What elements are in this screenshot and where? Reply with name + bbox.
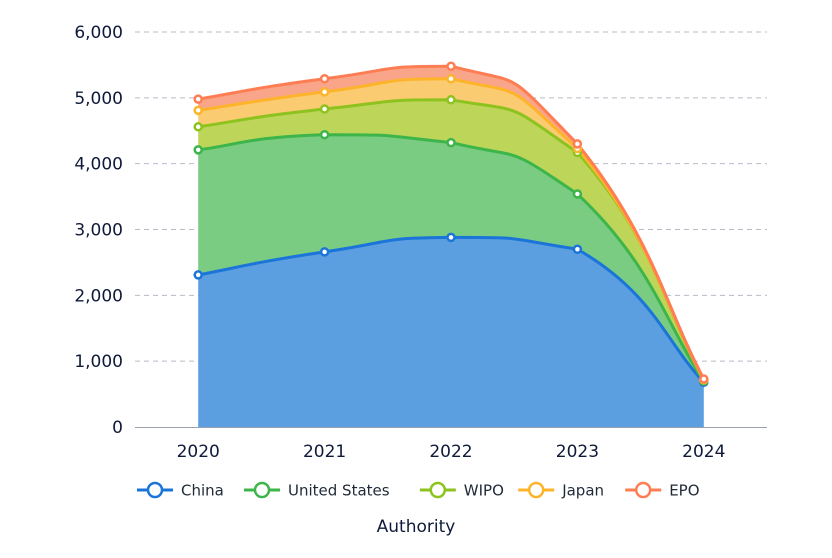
legend-label: WIPO — [464, 482, 504, 500]
x-tick-label: 2024 — [682, 442, 725, 462]
area-fills — [198, 66, 704, 427]
y-tick-label: 6,000 — [74, 23, 123, 43]
area-wipo — [198, 99, 704, 381]
y-tick-label: 3,000 — [74, 221, 123, 241]
point-united-states-2023[interactable] — [572, 189, 583, 199]
area-china — [198, 237, 704, 427]
x-tick-label: 2021 — [303, 442, 346, 462]
point-united-states-2021[interactable] — [319, 129, 330, 140]
y-tick-label: 5,000 — [74, 89, 123, 109]
line-united-states — [198, 133, 706, 382]
point-china-2022[interactable] — [446, 232, 456, 243]
legend-label: Japan — [561, 482, 604, 500]
axes: 0 1,000 2,000 3,000 4,000 5,000 6,000 2020 2021 2… — [74, 23, 767, 462]
line-epo — [197, 64, 706, 380]
series-lines — [197, 64, 706, 384]
legend-marker-icon — [527, 481, 545, 499]
area-japan — [198, 78, 704, 381]
point-japan-2022[interactable] — [446, 73, 456, 84]
point-epo-2023[interactable] — [572, 139, 583, 149]
legend-label: China — [181, 482, 224, 500]
point-wipo-2022[interactable] — [446, 95, 456, 105]
point-japan-2020[interactable] — [193, 105, 203, 116]
legend-marker-icon — [253, 481, 271, 499]
y-tick-label: 1,000 — [74, 352, 123, 372]
legend: China United States WIPO Japan EPO — [137, 482, 700, 500]
point-epo-2022[interactable] — [446, 61, 456, 71]
point-wipo-2020[interactable] — [193, 122, 203, 132]
point-wipo-2021[interactable] — [319, 104, 330, 114]
x-tick-label: 2020 — [177, 442, 220, 462]
legend-item-united-states[interactable]: United States — [244, 482, 390, 500]
point-china-2021[interactable] — [319, 247, 330, 257]
y-tick-label: 2,000 — [74, 286, 123, 306]
legend-item-wipo[interactable]: WIPO — [419, 481, 504, 500]
legend-item-epo[interactable]: EPO — [625, 481, 700, 500]
data-points — [193, 61, 709, 387]
legend-label: EPO — [669, 482, 699, 500]
legend-marker-icon — [146, 481, 164, 499]
y-tick-label: 4,000 — [74, 155, 123, 175]
legend-item-japan[interactable]: Japan — [518, 482, 604, 500]
x-tick-label: 2022 — [429, 442, 472, 462]
point-china-2023[interactable] — [572, 244, 583, 254]
point-japan-2021[interactable] — [319, 87, 330, 97]
legend-marker-icon — [634, 481, 652, 499]
point-epo-2020[interactable] — [193, 94, 203, 104]
legend-marker-icon — [429, 481, 447, 499]
point-epo-2024[interactable] — [699, 374, 709, 384]
legend-label: United States — [288, 482, 390, 500]
point-epo-2021[interactable] — [319, 73, 330, 84]
legend-item-china[interactable]: China — [137, 482, 224, 500]
x-tick-label: 2023 — [556, 442, 599, 462]
y-tick-label: 0 — [112, 418, 123, 438]
point-united-states-2022[interactable] — [446, 137, 456, 148]
point-united-states-2020[interactable] — [193, 145, 203, 155]
x-axis-title: Authority — [377, 517, 456, 537]
point-china-2020[interactable] — [193, 270, 203, 280]
